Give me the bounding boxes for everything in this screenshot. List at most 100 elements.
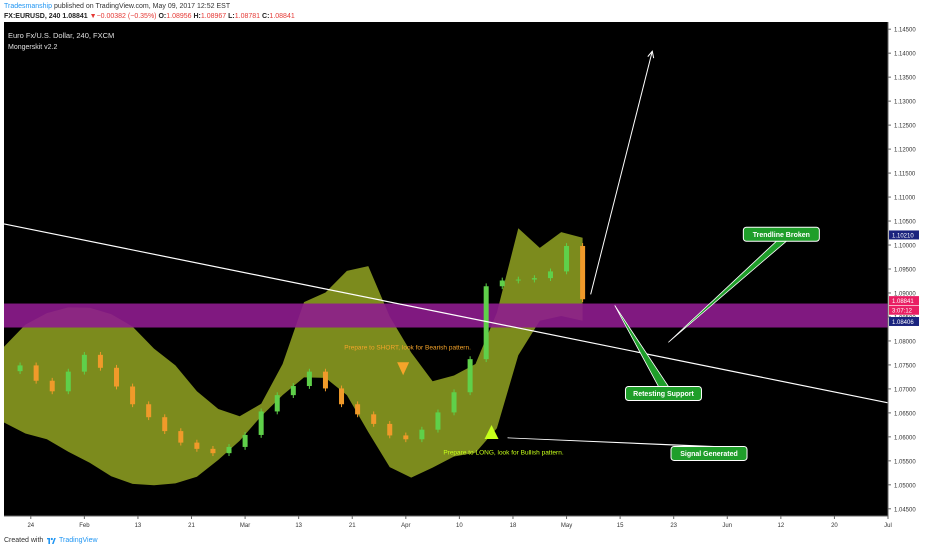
y-tick-label: 1.14500 [894, 28, 916, 34]
price-chart[interactable]: Prepare to SHORT, look for Bearish patte… [0, 22, 932, 532]
candle [355, 404, 361, 415]
callout-box [742, 226, 820, 242]
candle [306, 371, 312, 387]
y-tick-label: 1.10500 [894, 220, 916, 226]
candle [371, 414, 377, 424]
y-tick-label: 1.11000 [894, 196, 916, 202]
callout-label: Trendline Broken [753, 232, 810, 239]
x-tick-label: 23 [670, 523, 677, 529]
candle [483, 286, 489, 360]
price-label-box [889, 296, 919, 306]
y-tick-label: 1.10000 [894, 244, 916, 250]
candle [547, 271, 553, 279]
x-tick-label: 21 [349, 523, 356, 529]
candle [339, 388, 345, 405]
high-value: 1.08967 [200, 13, 227, 20]
y-tick-label: 1.07500 [894, 363, 916, 369]
price-label-box [889, 230, 919, 240]
candle [258, 411, 264, 435]
candle [531, 278, 537, 280]
tradingview-logo-icon [47, 537, 56, 544]
y-tick-label: 1.07000 [894, 387, 916, 393]
x-tick-label: Mar [240, 523, 250, 529]
candle [114, 367, 120, 387]
signal-text: Prepare to LONG, look for Bullish patter… [443, 450, 564, 457]
chart-subtitle: Mongerskit v2.2 [8, 44, 58, 51]
candle [242, 434, 248, 447]
y-tick-label: 1.12000 [894, 148, 916, 154]
ohlc-legend: FX:EURUSD, 240 1.08841 ▼−0.00382 (−0.35%… [4, 13, 295, 20]
trendline [4, 223, 888, 404]
plot-layer: Prepare to SHORT, look for Bearish patte… [4, 50, 888, 486]
candle [322, 371, 328, 389]
candle [515, 279, 521, 281]
candle [33, 365, 39, 381]
candle [564, 245, 570, 272]
candle [451, 392, 457, 413]
y-tick-label: 1.05500 [894, 459, 916, 465]
support-zone [4, 303, 888, 328]
y-tick-label: 1.11500 [894, 172, 916, 178]
close-value: 1.08841 [269, 13, 295, 20]
chart-header: Tradesmanship published on TradingView.c… [0, 0, 932, 22]
arrow-head-icon [647, 50, 655, 59]
callout-label: Retesting Support [633, 391, 694, 398]
y-tick-label: 1.12500 [894, 124, 916, 130]
y-tick-label: 1.06000 [894, 435, 916, 441]
candle [387, 423, 393, 436]
y-tick-label: 1.05000 [894, 483, 916, 489]
candle [130, 386, 136, 405]
candle [162, 417, 168, 432]
x-tick-label: 13 [295, 523, 302, 529]
candle [419, 429, 425, 440]
x-tick-label: 10 [456, 523, 463, 529]
x-tick-label: May [561, 523, 572, 529]
x-tick-label: Jul [884, 523, 892, 529]
candle [210, 448, 216, 454]
candle [274, 395, 280, 412]
candle [178, 431, 184, 443]
last-price: 1.08841 [62, 13, 88, 20]
y-tick-label: 1.06500 [894, 411, 916, 417]
candle [17, 365, 23, 372]
x-tick-label: 20 [831, 523, 838, 529]
price-label: 1.08841 [892, 299, 914, 305]
x-tick-label: 18 [510, 523, 517, 529]
price-label: 1.08406 [892, 320, 914, 326]
price-label-box [889, 305, 919, 315]
price-label-box [889, 316, 919, 326]
candle [467, 359, 473, 393]
candle [49, 380, 55, 392]
y-tick-label: 1.09000 [894, 291, 916, 297]
change-down-icon: ▼ [89, 13, 97, 20]
callout-label: Signal Generated [680, 451, 738, 458]
footer: Created with TradingView [0, 532, 932, 550]
open-value: 1.08956 [166, 13, 192, 20]
price-label: 3:07:12 [892, 309, 913, 315]
price-label: 1.10210 [892, 233, 914, 239]
x-tick-label: 15 [617, 523, 624, 529]
x-tick-label: 21 [188, 523, 195, 529]
tradingview-link[interactable]: TradingView [59, 537, 98, 544]
candle [403, 435, 409, 440]
x-tick-label: Feb [79, 523, 90, 529]
symbol-label[interactable]: FX:EURUSD, 240 [4, 13, 61, 20]
callout-box [670, 445, 748, 461]
close-label: C: [262, 13, 270, 20]
price-change: −0.00382 (−0.35%) [96, 13, 157, 20]
y-tick-label: 1.14000 [894, 52, 916, 58]
chart-title: Euro Fx/U.S. Dollar, 240, FXCM [8, 31, 114, 40]
signal-text: Prepare to SHORT, look for Bearish patte… [344, 345, 471, 352]
candle [81, 354, 87, 372]
candle [65, 371, 71, 392]
y-tick-label: 1.04500 [894, 507, 916, 513]
x-tick-label: 24 [27, 523, 34, 529]
candle [580, 245, 586, 300]
author-link[interactable]: Tradesmanship [4, 3, 52, 10]
long-signal-icon [484, 425, 499, 440]
candle [194, 442, 200, 449]
x-tick-label: 13 [135, 523, 142, 529]
candle [146, 404, 152, 418]
publish-info: Tradesmanship published on TradingView.c… [4, 3, 230, 10]
created-with-text: Created with [4, 537, 44, 544]
